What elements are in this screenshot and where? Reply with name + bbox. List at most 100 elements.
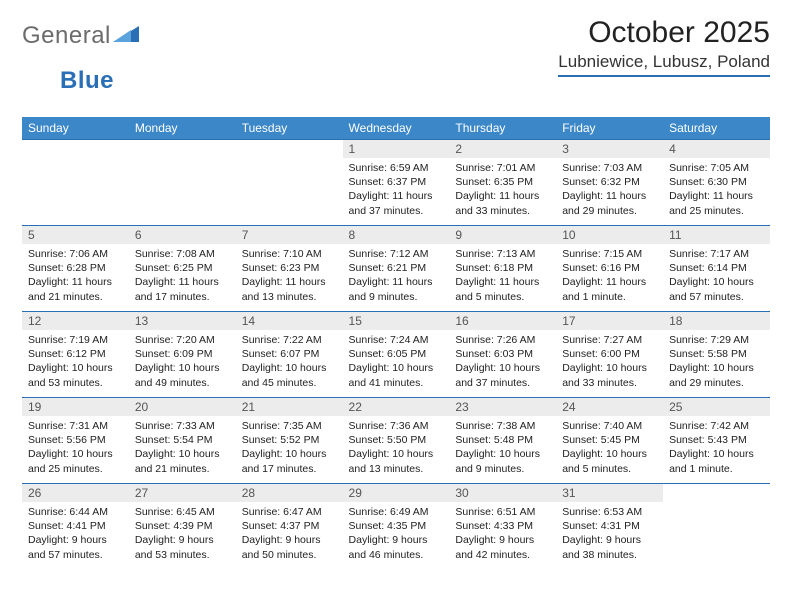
calendar-day-cell: 30Sunrise: 6:51 AMSunset: 4:33 PMDayligh… [449, 484, 556, 570]
day-details: Sunrise: 7:12 AMSunset: 6:21 PMDaylight:… [343, 244, 450, 308]
day-number: 7 [236, 226, 343, 244]
calendar-day-cell: 1Sunrise: 6:59 AMSunset: 6:37 PMDaylight… [343, 140, 450, 226]
day-details: Sunrise: 6:53 AMSunset: 4:31 PMDaylight:… [556, 502, 663, 566]
day-number: 31 [556, 484, 663, 502]
calendar-day-cell: 10Sunrise: 7:15 AMSunset: 6:16 PMDayligh… [556, 226, 663, 312]
day-number: 24 [556, 398, 663, 416]
brand-part1: General [22, 22, 111, 50]
calendar-day-cell: 16Sunrise: 7:26 AMSunset: 6:03 PMDayligh… [449, 312, 556, 398]
calendar-day-cell: 9Sunrise: 7:13 AMSunset: 6:18 PMDaylight… [449, 226, 556, 312]
day-number: 25 [663, 398, 770, 416]
day-header-row: SundayMondayTuesdayWednesdayThursdayFrid… [22, 117, 770, 140]
day-number: 19 [22, 398, 129, 416]
calendar-day-cell: 22Sunrise: 7:36 AMSunset: 5:50 PMDayligh… [343, 398, 450, 484]
brand-part2: Blue [60, 67, 114, 94]
day-details: Sunrise: 7:22 AMSunset: 6:07 PMDaylight:… [236, 330, 343, 394]
calendar-week-row: 19Sunrise: 7:31 AMSunset: 5:56 PMDayligh… [22, 398, 770, 484]
day-details: Sunrise: 7:13 AMSunset: 6:18 PMDaylight:… [449, 244, 556, 308]
day-number: 27 [129, 484, 236, 502]
calendar-day-cell: 27Sunrise: 6:45 AMSunset: 4:39 PMDayligh… [129, 484, 236, 570]
month-title: October 2025 [558, 16, 770, 50]
calendar-week-row: 5Sunrise: 7:06 AMSunset: 6:28 PMDaylight… [22, 226, 770, 312]
calendar-day-cell: 12Sunrise: 7:19 AMSunset: 6:12 PMDayligh… [22, 312, 129, 398]
day-number: 2 [449, 140, 556, 158]
calendar-week-row: 1Sunrise: 6:59 AMSunset: 6:37 PMDaylight… [22, 140, 770, 226]
calendar-day-cell [663, 484, 770, 570]
day-details: Sunrise: 6:44 AMSunset: 4:41 PMDaylight:… [22, 502, 129, 566]
day-details: Sunrise: 6:49 AMSunset: 4:35 PMDaylight:… [343, 502, 450, 566]
calendar-day-cell: 31Sunrise: 6:53 AMSunset: 4:31 PMDayligh… [556, 484, 663, 570]
calendar-day-cell: 28Sunrise: 6:47 AMSunset: 4:37 PMDayligh… [236, 484, 343, 570]
day-details: Sunrise: 7:29 AMSunset: 5:58 PMDaylight:… [663, 330, 770, 394]
calendar-body: 1Sunrise: 6:59 AMSunset: 6:37 PMDaylight… [22, 140, 770, 570]
day-number: 8 [343, 226, 450, 244]
day-number: 15 [343, 312, 450, 330]
day-header: Friday [556, 117, 663, 140]
day-details: Sunrise: 7:31 AMSunset: 5:56 PMDaylight:… [22, 416, 129, 480]
day-header: Monday [129, 117, 236, 140]
day-details: Sunrise: 7:19 AMSunset: 6:12 PMDaylight:… [22, 330, 129, 394]
day-number: 28 [236, 484, 343, 502]
day-details: Sunrise: 7:10 AMSunset: 6:23 PMDaylight:… [236, 244, 343, 308]
calendar-day-cell: 7Sunrise: 7:10 AMSunset: 6:23 PMDaylight… [236, 226, 343, 312]
day-number: 9 [449, 226, 556, 244]
day-details: Sunrise: 7:06 AMSunset: 6:28 PMDaylight:… [22, 244, 129, 308]
day-number: 6 [129, 226, 236, 244]
day-header: Sunday [22, 117, 129, 140]
calendar-day-cell [236, 140, 343, 226]
day-number: 1 [343, 140, 450, 158]
day-details: Sunrise: 7:03 AMSunset: 6:32 PMDaylight:… [556, 158, 663, 222]
calendar-day-cell: 17Sunrise: 7:27 AMSunset: 6:00 PMDayligh… [556, 312, 663, 398]
calendar-day-cell: 3Sunrise: 7:03 AMSunset: 6:32 PMDaylight… [556, 140, 663, 226]
day-number: 13 [129, 312, 236, 330]
calendar-day-cell: 18Sunrise: 7:29 AMSunset: 5:58 PMDayligh… [663, 312, 770, 398]
calendar-day-cell: 13Sunrise: 7:20 AMSunset: 6:09 PMDayligh… [129, 312, 236, 398]
calendar-day-cell: 19Sunrise: 7:31 AMSunset: 5:56 PMDayligh… [22, 398, 129, 484]
calendar-day-cell: 20Sunrise: 7:33 AMSunset: 5:54 PMDayligh… [129, 398, 236, 484]
calendar-day-cell: 5Sunrise: 7:06 AMSunset: 6:28 PMDaylight… [22, 226, 129, 312]
day-details: Sunrise: 7:33 AMSunset: 5:54 PMDaylight:… [129, 416, 236, 480]
day-number: 12 [22, 312, 129, 330]
day-number: 5 [22, 226, 129, 244]
calendar-day-cell [129, 140, 236, 226]
calendar-day-cell: 23Sunrise: 7:38 AMSunset: 5:48 PMDayligh… [449, 398, 556, 484]
day-number: 11 [663, 226, 770, 244]
brand-triangle-icon [113, 24, 139, 49]
day-header: Saturday [663, 117, 770, 140]
day-number: 3 [556, 140, 663, 158]
day-details: Sunrise: 7:38 AMSunset: 5:48 PMDaylight:… [449, 416, 556, 480]
calendar-day-cell: 2Sunrise: 7:01 AMSunset: 6:35 PMDaylight… [449, 140, 556, 226]
day-number: 18 [663, 312, 770, 330]
calendar-day-cell: 11Sunrise: 7:17 AMSunset: 6:14 PMDayligh… [663, 226, 770, 312]
day-details: Sunrise: 7:40 AMSunset: 5:45 PMDaylight:… [556, 416, 663, 480]
day-number: 4 [663, 140, 770, 158]
day-details: Sunrise: 7:20 AMSunset: 6:09 PMDaylight:… [129, 330, 236, 394]
day-header: Wednesday [343, 117, 450, 140]
day-number: 14 [236, 312, 343, 330]
calendar-day-cell: 21Sunrise: 7:35 AMSunset: 5:52 PMDayligh… [236, 398, 343, 484]
calendar-table: SundayMondayTuesdayWednesdayThursdayFrid… [22, 117, 770, 570]
brand-logo: General [22, 22, 141, 50]
calendar-week-row: 12Sunrise: 7:19 AMSunset: 6:12 PMDayligh… [22, 312, 770, 398]
day-details: Sunrise: 7:24 AMSunset: 6:05 PMDaylight:… [343, 330, 450, 394]
calendar-day-cell: 6Sunrise: 7:08 AMSunset: 6:25 PMDaylight… [129, 226, 236, 312]
day-details: Sunrise: 7:42 AMSunset: 5:43 PMDaylight:… [663, 416, 770, 480]
day-header: Thursday [449, 117, 556, 140]
calendar-week-row: 26Sunrise: 6:44 AMSunset: 4:41 PMDayligh… [22, 484, 770, 570]
calendar-day-cell [22, 140, 129, 226]
day-number: 10 [556, 226, 663, 244]
day-details: Sunrise: 7:17 AMSunset: 6:14 PMDaylight:… [663, 244, 770, 308]
day-details: Sunrise: 6:51 AMSunset: 4:33 PMDaylight:… [449, 502, 556, 566]
day-details: Sunrise: 6:45 AMSunset: 4:39 PMDaylight:… [129, 502, 236, 566]
calendar-day-cell: 25Sunrise: 7:42 AMSunset: 5:43 PMDayligh… [663, 398, 770, 484]
calendar-day-cell: 24Sunrise: 7:40 AMSunset: 5:45 PMDayligh… [556, 398, 663, 484]
day-number: 29 [343, 484, 450, 502]
calendar-day-cell: 15Sunrise: 7:24 AMSunset: 6:05 PMDayligh… [343, 312, 450, 398]
day-details: Sunrise: 7:35 AMSunset: 5:52 PMDaylight:… [236, 416, 343, 480]
day-details: Sunrise: 7:27 AMSunset: 6:00 PMDaylight:… [556, 330, 663, 394]
day-number: 26 [22, 484, 129, 502]
calendar-day-cell: 26Sunrise: 6:44 AMSunset: 4:41 PMDayligh… [22, 484, 129, 570]
calendar-day-cell: 14Sunrise: 7:22 AMSunset: 6:07 PMDayligh… [236, 312, 343, 398]
day-header: Tuesday [236, 117, 343, 140]
day-details: Sunrise: 6:47 AMSunset: 4:37 PMDaylight:… [236, 502, 343, 566]
